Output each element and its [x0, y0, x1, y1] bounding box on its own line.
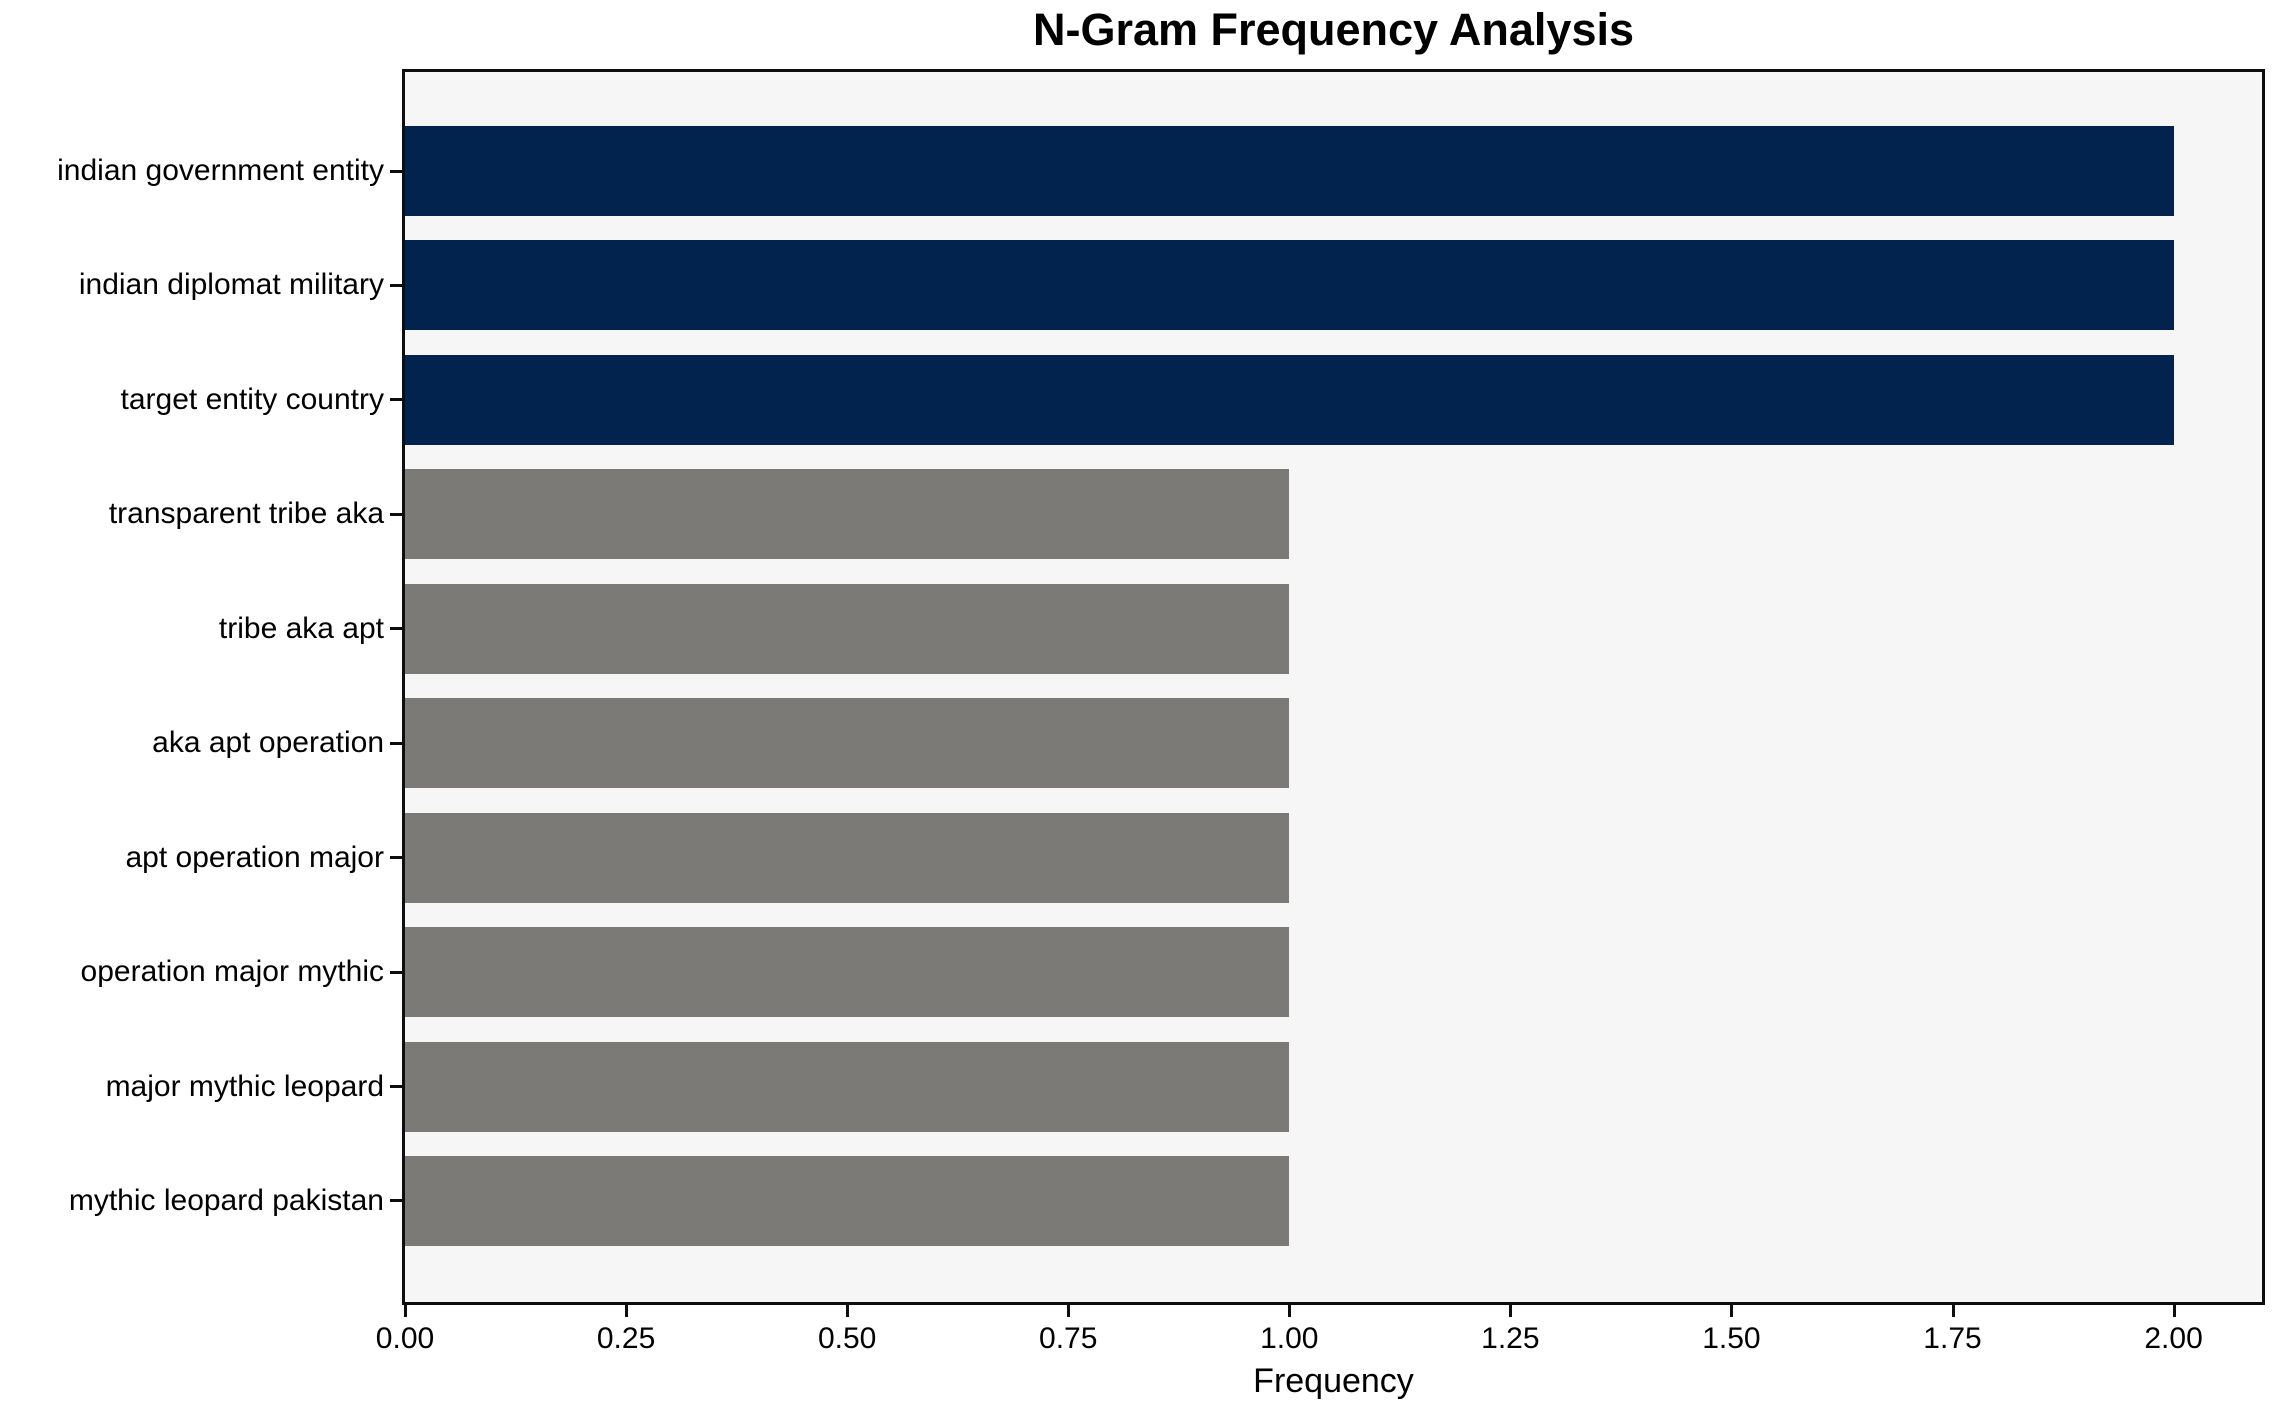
x-tick-mark	[625, 1305, 629, 1317]
bar	[405, 126, 2174, 216]
y-tick-mark	[390, 1085, 402, 1089]
bar	[405, 240, 2174, 331]
y-tick-mark	[390, 398, 402, 402]
y-tick-label: transparent tribe aka	[108, 497, 384, 531]
y-tick-label: mythic leopard pakistan	[68, 1183, 384, 1217]
x-tick-label: 1.00	[1260, 1322, 1319, 1355]
plot-area	[402, 69, 2265, 1305]
bar	[405, 698, 1290, 789]
chart-title: N-Gram Frequency Analysis	[1032, 4, 1635, 55]
y-tick-label: operation major mythic	[80, 955, 384, 989]
x-tick-label: 2.00	[2144, 1322, 2203, 1355]
bars-container	[405, 72, 2262, 1302]
y-tick-mark	[390, 741, 402, 745]
y-tick-label: indian diplomat military	[78, 268, 384, 302]
y-tick-mark	[390, 169, 402, 173]
bar	[405, 812, 1290, 903]
bar	[405, 354, 2174, 445]
y-axis-labels: indian government entity indian diplomat …	[0, 72, 384, 1302]
y-tick-mark	[390, 627, 402, 631]
x-tick-label: 1.25	[1481, 1322, 1540, 1355]
x-tick-label: 1.75	[1923, 1322, 1982, 1355]
x-tick-mark	[1067, 1305, 1071, 1317]
x-tick-mark	[404, 1305, 407, 1317]
x-tick-label: 0.25	[596, 1322, 656, 1355]
x-tick-mark	[2172, 1305, 2176, 1317]
x-axis-ticks: 0.00 0.25 0.50 0.75 1.00 1.25 1.50 1.75 2.00	[376, 1305, 2262, 1365]
y-tick-label: aka apt operation	[152, 726, 384, 760]
y-tick-mark	[390, 283, 402, 287]
x-tick-mark	[1730, 1305, 1734, 1317]
y-tick-mark	[390, 512, 402, 516]
x-tick-mark	[846, 1305, 850, 1317]
y-tick-mark	[390, 970, 402, 974]
y-tick-mark	[390, 856, 402, 860]
bar	[405, 927, 1290, 1018]
x-tick-label: 1.50	[1702, 1322, 1761, 1355]
y-tick-label: major mythic leopard	[105, 1069, 384, 1103]
y-tick-label: tribe aka apt	[218, 611, 384, 645]
x-tick-label: 0.50	[817, 1322, 877, 1355]
y-tick-label: indian government entity	[57, 154, 384, 187]
x-tick-mark	[1288, 1305, 1292, 1317]
x-tick-mark	[1509, 1305, 1513, 1317]
x-axis-title: Frequency	[1253, 1362, 1414, 1400]
y-tick-label: target entity country	[120, 382, 384, 416]
y-axis-ticks	[0, 72, 402, 1302]
bar	[405, 469, 1290, 560]
bar	[405, 583, 1290, 674]
x-tick-label: 0.75	[1039, 1322, 1098, 1355]
bar	[405, 1041, 1290, 1132]
x-tick-mark	[1951, 1305, 1955, 1317]
x-tick-label: 0.00	[375, 1322, 435, 1355]
y-tick-label: apt operation major	[125, 840, 385, 874]
bar	[405, 1155, 1290, 1246]
y-tick-mark	[390, 1199, 402, 1203]
